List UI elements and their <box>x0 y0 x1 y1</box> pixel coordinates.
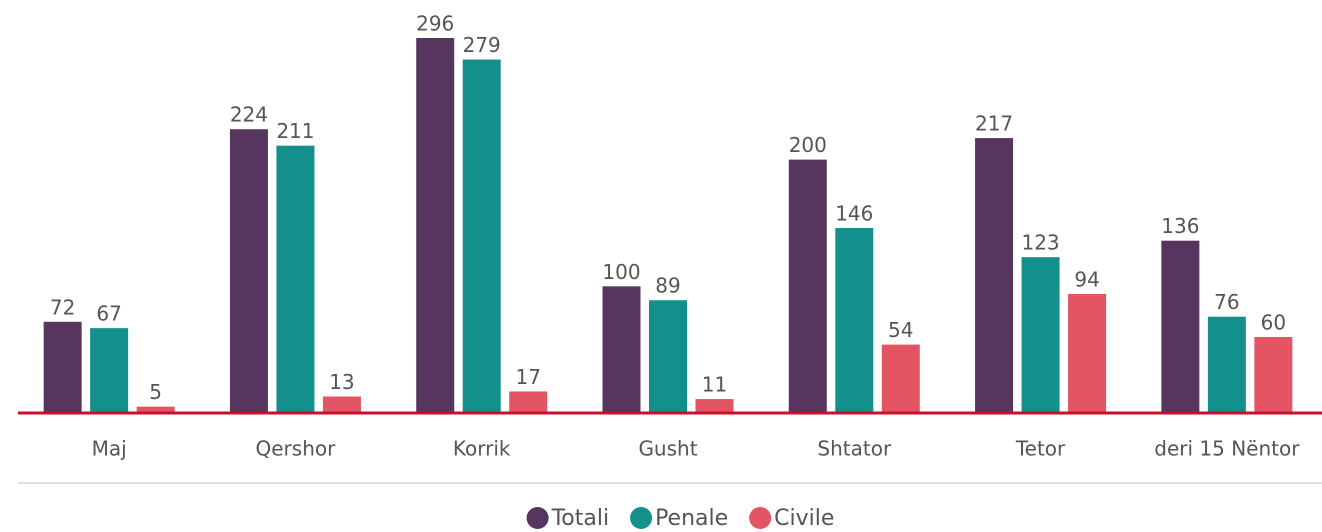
legend-label: Penale <box>655 506 728 531</box>
legend-swatch <box>630 507 653 529</box>
data-label: 136 <box>1161 214 1199 238</box>
legend-label: Civile <box>774 506 834 531</box>
bar <box>695 399 734 413</box>
legend-label: Totali <box>551 506 610 531</box>
bar <box>136 406 175 413</box>
bar <box>90 328 129 413</box>
data-label: 224 <box>230 103 268 127</box>
bar <box>1254 336 1293 413</box>
x-tick-label: Maj <box>92 437 127 461</box>
data-label: 76 <box>1214 290 1239 314</box>
bar <box>1161 240 1200 413</box>
data-label: 200 <box>789 133 827 157</box>
x-tick-label: Tetor <box>1015 437 1066 461</box>
data-label: 13 <box>329 370 354 394</box>
x-tick-label: Shtator <box>817 437 892 461</box>
bar <box>602 286 641 413</box>
legend-swatch <box>749 507 772 529</box>
bar <box>1021 257 1060 413</box>
data-label: 100 <box>602 260 640 284</box>
bar <box>1068 293 1107 413</box>
data-label: 123 <box>1021 231 1059 255</box>
bar <box>322 396 361 413</box>
bar <box>881 344 920 413</box>
data-label: 5 <box>149 380 162 404</box>
data-label: 217 <box>975 112 1013 136</box>
bar <box>975 138 1014 413</box>
bar <box>416 38 455 413</box>
data-label: 296 <box>416 12 454 36</box>
bar <box>462 59 501 413</box>
x-tick-label: Qershor <box>256 437 337 461</box>
legend-swatch <box>526 507 549 529</box>
bar <box>788 159 827 413</box>
bar <box>229 129 268 413</box>
data-label: 17 <box>515 365 540 389</box>
data-label: 94 <box>1074 267 1099 291</box>
bar <box>1207 316 1246 413</box>
bar <box>649 300 687 413</box>
bar <box>276 145 315 414</box>
data-label: 146 <box>835 202 873 226</box>
x-tick-label: Gusht <box>638 437 697 461</box>
data-label: 67 <box>96 302 121 326</box>
data-label: 279 <box>463 33 501 57</box>
data-label: 11 <box>702 373 727 397</box>
data-label: 54 <box>888 318 913 342</box>
data-label: 72 <box>50 295 75 319</box>
bar <box>43 321 82 413</box>
data-label: 60 <box>1261 310 1286 334</box>
x-tick-label: deri 15 Nëntor <box>1154 437 1300 461</box>
data-label: 211 <box>276 119 314 143</box>
data-label: 89 <box>655 274 680 298</box>
bar <box>509 391 548 413</box>
x-tick-label: Korrik <box>453 437 511 461</box>
bar <box>835 228 874 413</box>
